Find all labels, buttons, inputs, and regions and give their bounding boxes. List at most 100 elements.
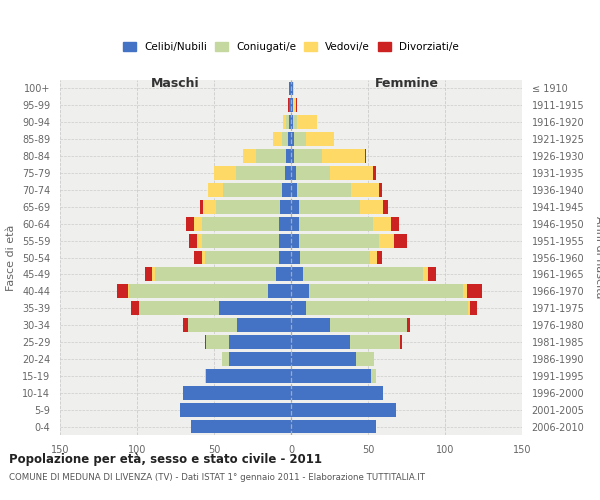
Bar bbox=[291, 386, 383, 400]
Bar bbox=[191, 420, 291, 434]
Bar bbox=[278, 234, 291, 247]
Bar bbox=[278, 250, 291, 264]
Bar bbox=[394, 234, 407, 247]
Bar bbox=[424, 268, 428, 281]
Bar bbox=[304, 268, 424, 281]
Bar bbox=[467, 284, 482, 298]
Text: Maschi: Maschi bbox=[151, 76, 200, 90]
Bar bbox=[291, 166, 296, 180]
Bar bbox=[278, 217, 291, 230]
Bar bbox=[293, 82, 294, 96]
Bar bbox=[205, 250, 278, 264]
Legend: Celibi/Nubili, Coniugati/e, Vedovi/e, Divorziati/e: Celibi/Nubili, Coniugati/e, Vedovi/e, Di… bbox=[120, 39, 462, 56]
Bar bbox=[190, 234, 197, 247]
Bar bbox=[407, 318, 410, 332]
Bar bbox=[272, 132, 282, 146]
Bar bbox=[291, 132, 294, 146]
Bar bbox=[291, 98, 293, 112]
Bar bbox=[360, 200, 383, 213]
Bar bbox=[200, 200, 203, 213]
Bar bbox=[373, 217, 391, 230]
Bar bbox=[289, 98, 291, 112]
Bar bbox=[214, 166, 236, 180]
Bar bbox=[188, 318, 237, 332]
Bar bbox=[237, 318, 291, 332]
Bar bbox=[145, 268, 152, 281]
Bar bbox=[291, 200, 299, 213]
Bar bbox=[310, 284, 463, 298]
Bar bbox=[293, 98, 296, 112]
Bar bbox=[183, 318, 188, 332]
Bar bbox=[186, 217, 194, 230]
Bar bbox=[291, 420, 376, 434]
Bar bbox=[297, 116, 317, 129]
Text: COMUNE DI MEDUNA DI LIVENZA (TV) - Dati ISTAT 1° gennaio 2011 - Elaborazione TUT: COMUNE DI MEDUNA DI LIVENZA (TV) - Dati … bbox=[9, 472, 425, 482]
Bar bbox=[229, 335, 291, 349]
Bar bbox=[371, 369, 376, 383]
Bar bbox=[205, 335, 206, 349]
Bar bbox=[139, 302, 218, 315]
Bar bbox=[286, 116, 289, 129]
Bar bbox=[229, 352, 291, 366]
Bar bbox=[291, 250, 300, 264]
Bar bbox=[282, 183, 291, 197]
Bar bbox=[203, 200, 215, 213]
Bar bbox=[117, 284, 128, 298]
Bar bbox=[222, 352, 229, 366]
Bar bbox=[152, 268, 155, 281]
Bar bbox=[463, 284, 467, 298]
Bar bbox=[291, 352, 356, 366]
Bar bbox=[299, 234, 379, 247]
Bar bbox=[289, 116, 291, 129]
Bar bbox=[155, 268, 275, 281]
Bar bbox=[291, 217, 299, 230]
Bar bbox=[218, 302, 291, 315]
Bar bbox=[329, 318, 407, 332]
Bar bbox=[202, 250, 205, 264]
Bar bbox=[291, 183, 297, 197]
Bar bbox=[307, 132, 334, 146]
Bar bbox=[291, 284, 310, 298]
Bar bbox=[300, 250, 370, 264]
Bar bbox=[296, 166, 329, 180]
Bar bbox=[297, 183, 351, 197]
Bar bbox=[197, 234, 202, 247]
Y-axis label: Fasce di età: Fasce di età bbox=[7, 224, 16, 290]
Bar bbox=[194, 250, 202, 264]
Bar bbox=[428, 268, 436, 281]
Bar bbox=[131, 302, 139, 315]
Bar bbox=[470, 302, 478, 315]
Bar bbox=[377, 250, 382, 264]
Bar bbox=[283, 116, 286, 129]
Bar bbox=[294, 149, 322, 163]
Bar bbox=[243, 149, 256, 163]
Bar bbox=[215, 200, 280, 213]
Bar bbox=[205, 369, 206, 383]
Bar bbox=[291, 82, 293, 96]
Bar bbox=[208, 183, 223, 197]
Bar bbox=[391, 217, 399, 230]
Bar bbox=[299, 217, 373, 230]
Bar bbox=[130, 284, 268, 298]
Bar bbox=[294, 132, 307, 146]
Bar bbox=[183, 386, 291, 400]
Bar bbox=[202, 217, 278, 230]
Bar bbox=[289, 82, 291, 96]
Bar bbox=[383, 200, 388, 213]
Bar bbox=[202, 234, 278, 247]
Bar bbox=[291, 335, 350, 349]
Bar bbox=[180, 402, 291, 416]
Bar bbox=[468, 302, 470, 315]
Bar bbox=[365, 149, 367, 163]
Bar bbox=[351, 183, 379, 197]
Bar bbox=[288, 98, 289, 112]
Bar bbox=[236, 166, 285, 180]
Bar bbox=[268, 284, 291, 298]
Bar bbox=[370, 250, 377, 264]
Bar bbox=[296, 98, 297, 112]
Bar bbox=[291, 402, 396, 416]
Y-axis label: Anni di nascita: Anni di nascita bbox=[594, 216, 600, 298]
Bar bbox=[291, 268, 304, 281]
Bar bbox=[275, 268, 291, 281]
Bar bbox=[307, 302, 468, 315]
